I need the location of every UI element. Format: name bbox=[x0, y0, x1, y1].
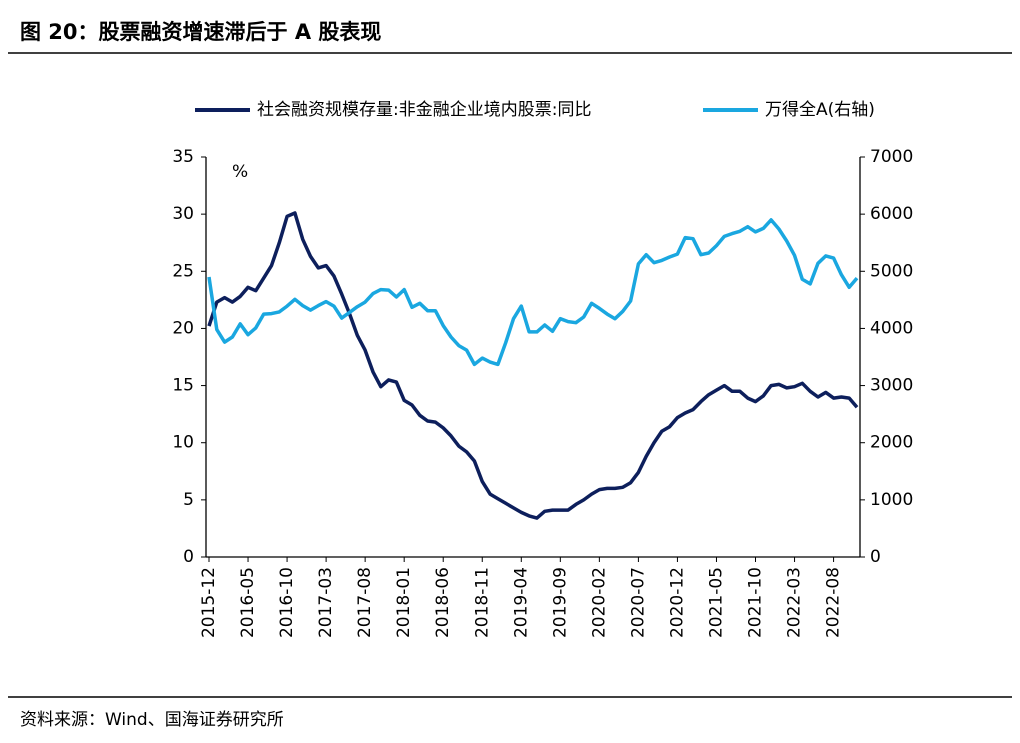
x-tick-label: 2017-03 bbox=[316, 567, 336, 638]
y2-tick-label: 0 bbox=[870, 547, 881, 567]
chart-title: 图 20：股票融资增速滞后于 A 股表现 bbox=[20, 20, 381, 44]
x-tick-label: 2019-04 bbox=[511, 567, 531, 638]
y2-tick-label: 7000 bbox=[870, 147, 913, 167]
y-tick-label: 10 bbox=[172, 433, 194, 453]
x-tick-label: 2022-08 bbox=[824, 567, 844, 638]
x-tick-label: 2018-11 bbox=[472, 567, 492, 638]
y-tick-label: 5 bbox=[183, 490, 194, 510]
legend-label: 万得全A(右轴) bbox=[765, 100, 875, 120]
x-tick-label: 2020-12 bbox=[667, 567, 687, 638]
x-tick-label: 2017-08 bbox=[355, 567, 375, 638]
x-tick-label: 2021-10 bbox=[746, 567, 766, 638]
y-axis-label: % bbox=[232, 162, 248, 182]
y2-tick-label: 1000 bbox=[870, 490, 913, 510]
x-tick-label: 2016-10 bbox=[277, 567, 297, 638]
source: 资料来源：Wind、国海证券研究所 bbox=[20, 710, 284, 730]
series-line bbox=[207, 211, 859, 520]
y2-tick-label: 6000 bbox=[870, 204, 913, 224]
y-tick-label: 35 bbox=[172, 147, 194, 167]
series-line bbox=[207, 218, 859, 367]
y2-tick-label: 3000 bbox=[870, 376, 913, 396]
y2-tick-label: 4000 bbox=[870, 318, 913, 338]
x-tick-label: 2018-06 bbox=[433, 567, 453, 638]
y-tick-label: 20 bbox=[172, 318, 194, 338]
x-tick-label: 2020-02 bbox=[589, 567, 609, 638]
x-tick-label: 2019-09 bbox=[550, 567, 570, 638]
y-tick-label: 30 bbox=[172, 204, 194, 224]
x-tick-label: 2018-01 bbox=[394, 567, 414, 638]
x-tick-label: 2015-12 bbox=[199, 567, 219, 638]
legend-label: 社会融资规模存量:非金融企业境内股票:同比 bbox=[257, 100, 591, 120]
y2-tick-label: 5000 bbox=[870, 261, 913, 281]
x-tick-label: 2020-07 bbox=[628, 567, 648, 638]
y2-tick-label: 2000 bbox=[870, 433, 913, 453]
x-tick-label: 2021-05 bbox=[706, 567, 726, 638]
y-tick-label: 0 bbox=[183, 547, 194, 567]
y-tick-label: 25 bbox=[172, 261, 194, 281]
x-tick-label: 2022-03 bbox=[785, 567, 805, 638]
x-tick-label: 2016-05 bbox=[238, 567, 258, 638]
y-tick-label: 15 bbox=[172, 376, 194, 396]
